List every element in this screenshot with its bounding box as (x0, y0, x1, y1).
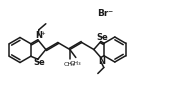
Text: +: + (41, 31, 45, 36)
Text: N: N (35, 31, 42, 40)
Text: CH₃: CH₃ (70, 61, 82, 66)
Text: Se: Se (33, 58, 45, 67)
Text: Br⁻: Br⁻ (97, 8, 113, 18)
Text: CH₃: CH₃ (64, 62, 76, 66)
Text: Se: Se (96, 33, 108, 42)
Text: N: N (98, 57, 105, 66)
